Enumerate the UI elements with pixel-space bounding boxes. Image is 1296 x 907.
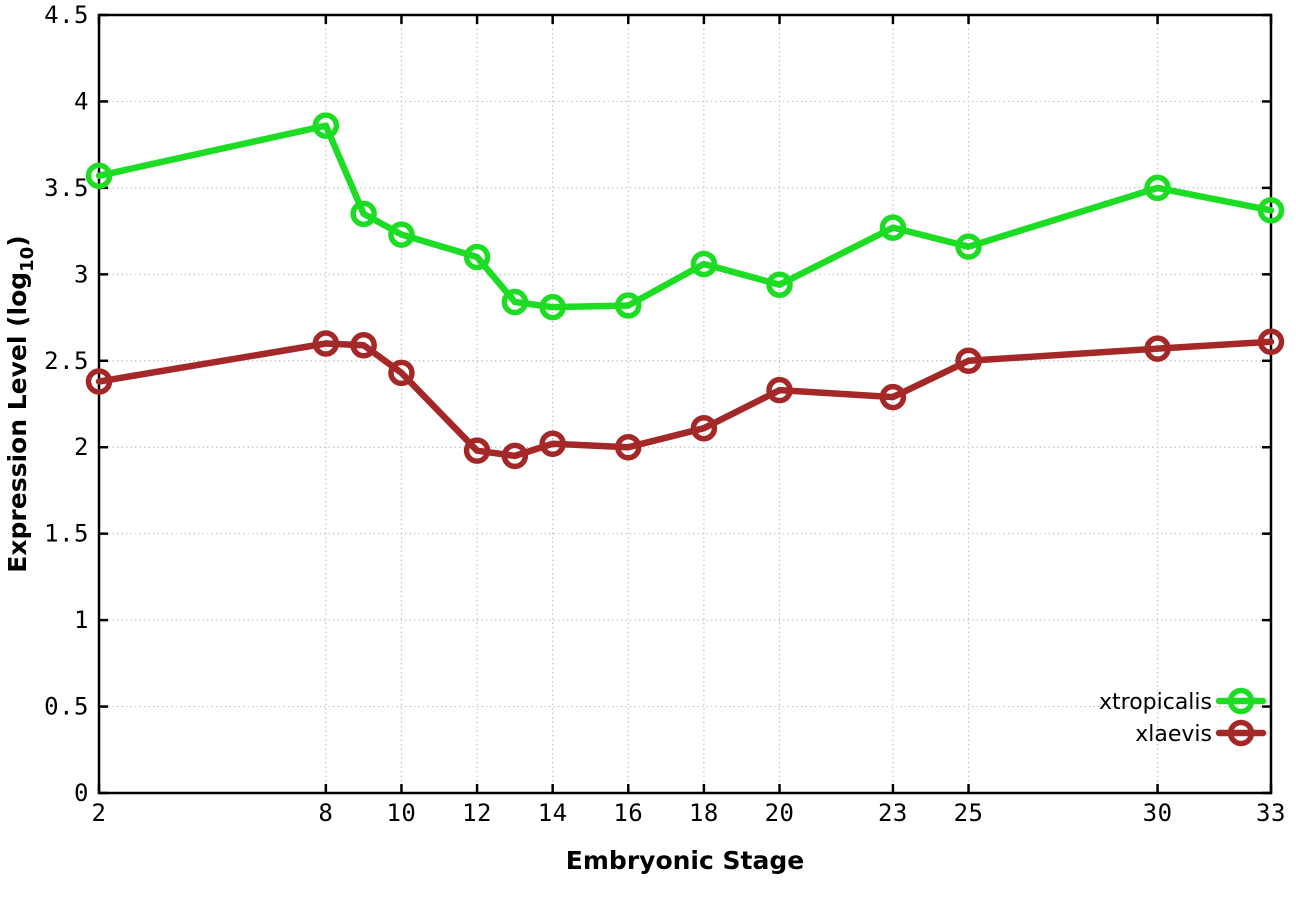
y-tick-label: 1.5	[44, 520, 89, 548]
y-tick-label: 4	[74, 87, 89, 115]
data-point-marker-xlaevis	[1257, 328, 1285, 356]
x-tick-label: 8	[318, 799, 333, 827]
legend-sample-marker	[1227, 719, 1255, 747]
data-point-marker-xtropicalis	[955, 233, 982, 260]
data-point-marker-xlaevis	[312, 330, 340, 357]
data-point-marker-xlaevis	[766, 376, 793, 404]
y-tick-label: 2	[74, 433, 89, 461]
legend: xtropicalis xlaevis	[1099, 687, 1267, 747]
plot-border	[97, 13, 1273, 795]
x-tick-label: 25	[954, 799, 984, 827]
x-tick-label: 16	[613, 799, 643, 827]
legend-sample-marker	[1227, 687, 1255, 715]
data-point-marker-xtropicalis	[1257, 197, 1285, 224]
y-axis-title-subscript: 10	[17, 247, 38, 272]
data-point-marker-xtropicalis	[539, 293, 566, 321]
legend-entry-xtropicalis: xtropicalis	[1099, 687, 1267, 715]
x-tick-label: 12	[462, 799, 492, 827]
x-tick-labels: 2 8 10 12 14 16 18 20 23 25 30 33	[92, 799, 1286, 827]
legend-label: xtropicalis	[1099, 690, 1212, 715]
series-line-xtropicalis	[95, 122, 1275, 311]
y-tick-label: 3	[74, 260, 89, 288]
data-point-marker-xtropicalis	[350, 200, 377, 228]
data-point-marker-xlaevis	[879, 383, 907, 411]
data-point-marker-xlaevis	[85, 368, 113, 395]
y-axis-title-text: Expression Level (log	[3, 272, 32, 573]
x-tick-label: 14	[538, 799, 568, 827]
series-line-xlaevis	[95, 338, 1275, 460]
series-xtropicalis	[85, 112, 1285, 321]
data-point-marker-xlaevis	[1144, 335, 1171, 362]
legend-entry-xlaevis: xlaevis	[1135, 719, 1267, 747]
data-point-marker-xtropicalis	[615, 292, 642, 319]
data-point-marker-xlaevis	[539, 430, 566, 458]
x-tick-label: 10	[386, 799, 416, 827]
data-point-marker-xlaevis	[388, 359, 415, 387]
x-tick-label: 20	[765, 799, 795, 827]
data-point-marker-xlaevis	[463, 437, 491, 464]
data-point-marker-xtropicalis	[879, 214, 907, 241]
x-axis-title: Embryonic Stage	[566, 846, 804, 875]
data-point-marker-xtropicalis	[388, 221, 415, 248]
data-point-marker-xtropicalis	[501, 288, 529, 316]
grid-lines	[98, 14, 1272, 794]
data-point-marker-xtropicalis	[85, 162, 113, 190]
x-tick-label: 33	[1256, 799, 1286, 827]
data-point-marker-xtropicalis	[690, 250, 718, 278]
tick-marks	[97, 13, 1273, 795]
data-point-marker-xlaevis	[501, 442, 529, 470]
legend-label: xlaevis	[1135, 722, 1212, 747]
data-point-marker-xtropicalis	[1144, 174, 1171, 202]
x-tick-label: 18	[689, 799, 719, 827]
x-tick-label: 2	[92, 799, 107, 827]
y-tick-label: 0	[74, 779, 89, 807]
y-axis-title: Expression Level (log10)	[3, 235, 38, 572]
data-point-marker-xlaevis	[350, 331, 377, 359]
x-tick-label: 30	[1143, 799, 1173, 827]
data-point-marker-xlaevis	[615, 433, 642, 461]
y-axis-title-suffix: )	[3, 235, 32, 246]
y-tick-label: 0.5	[44, 693, 89, 721]
x-tick-label: 23	[878, 799, 908, 827]
series-xlaevis	[85, 328, 1285, 470]
y-tick-label: 2.5	[44, 347, 89, 375]
y-tick-label: 3.5	[44, 174, 89, 202]
data-point-marker-xlaevis	[690, 414, 718, 442]
data-point-marker-xtropicalis	[766, 271, 793, 298]
data-point-marker-xlaevis	[955, 347, 982, 375]
data-point-marker-xtropicalis	[312, 112, 340, 139]
y-tick-label: 1	[74, 606, 89, 634]
y-tick-labels: 0 0.5 1 1.5 2 2.5 3 3.5 4 4.5	[44, 1, 89, 807]
data-point-marker-xtropicalis	[463, 243, 491, 271]
y-tick-label: 4.5	[44, 1, 89, 29]
